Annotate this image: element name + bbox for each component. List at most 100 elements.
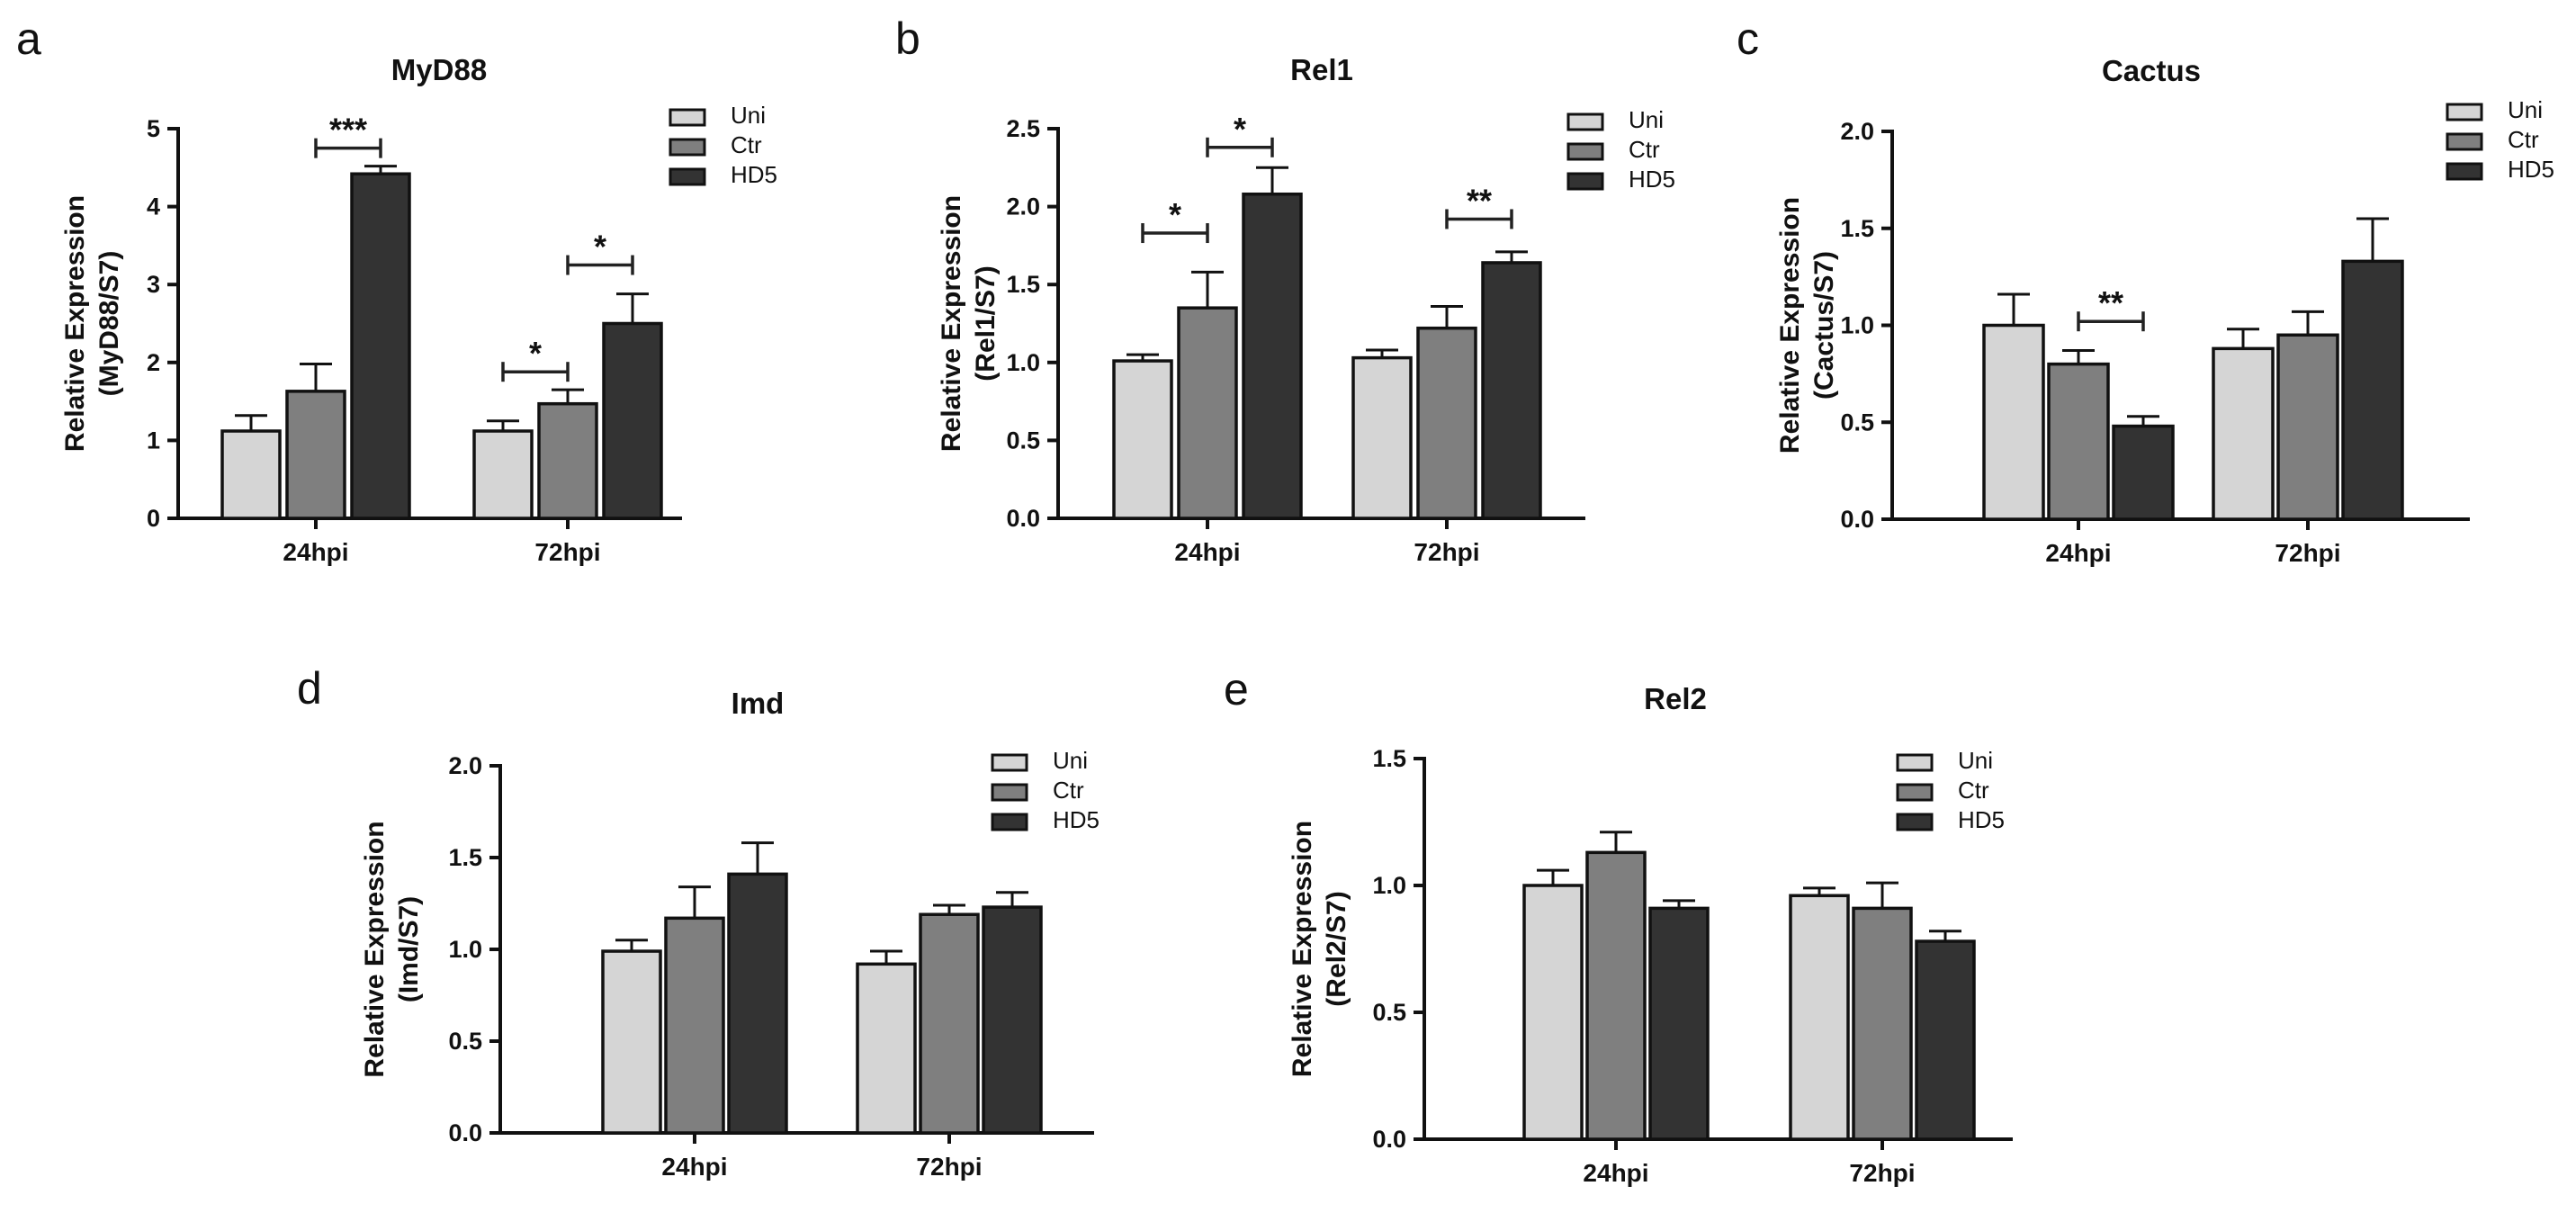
y-tick-label: 2.5 [1006, 115, 1040, 142]
y-tick-label: 2.0 [1006, 193, 1040, 220]
bar-uni-24hpi [220, 429, 282, 520]
bar-hd5-72hpi [2341, 259, 2404, 521]
legend-swatch-ctr [2446, 132, 2483, 151]
y-tick-label: 0.0 [1372, 1126, 1406, 1153]
bar-uni-24hpi [1522, 884, 1584, 1141]
y-tick-label: 0.0 [448, 1119, 482, 1146]
x-tick-label: 24hpi [1174, 538, 1240, 566]
y-axis-label: Relative Expression (Rel1/S7) [937, 195, 1001, 452]
y-axis-label-line: Relative Expression [1288, 821, 1317, 1077]
legend-label: HD5 [731, 161, 777, 188]
x-tick-label: 72hpi [534, 538, 600, 566]
y-axis-label-line: Relative Expression [1775, 197, 1805, 454]
panel-letter: a [16, 13, 41, 64]
bar-uni-72hpi [2212, 346, 2275, 521]
bar-ctr-72hpi [1852, 906, 1913, 1141]
chart-panel-b: b Rel1 Relative Expression (Rel1/S7) 0.0 0.5 1… [895, 13, 1675, 566]
legend-swatch-ctr [991, 783, 1028, 802]
legend-swatch-uni [2446, 103, 2483, 121]
legend-label: Uni [731, 102, 766, 129]
y-tick-label: 0.5 [1840, 409, 1874, 436]
legend-swatch-hd5 [1566, 172, 1604, 191]
y-tick-label: 0.0 [1006, 505, 1040, 532]
chart-title: Imd [732, 687, 785, 720]
y-axis-label-line: (Rel2/S7) [1322, 891, 1351, 1006]
legend-swatch-uni [991, 753, 1028, 772]
y-tick-label: 0.5 [448, 1028, 482, 1055]
chart-title: Rel2 [1644, 682, 1707, 715]
x-tick-label: 24hpi [661, 1153, 727, 1181]
legend-label: Ctr [1053, 777, 1084, 804]
bar-ctr-72hpi [1416, 326, 1477, 520]
y-tick-label: 1.0 [1006, 349, 1040, 376]
y-axis-label-line: (Imd/S7) [394, 896, 424, 1002]
legend-swatch-uni [669, 108, 706, 127]
significance-label: *** [329, 112, 367, 148]
bar-hd5-24hpi [350, 172, 411, 520]
y-tick-label: 3 [147, 271, 160, 298]
legend-label: HD5 [1629, 166, 1675, 193]
y-tick-label: 1.0 [448, 936, 482, 963]
y-axis-label: Relative Expression (Imd/S7) [360, 821, 424, 1077]
panel-letter: d [297, 663, 322, 714]
bar-ctr-24hpi [1177, 306, 1238, 520]
bar-ctr-72hpi [537, 401, 598, 520]
bar-uni-24hpi [1982, 323, 2045, 521]
significance-label: * [594, 229, 606, 265]
chart-title: Cactus [2102, 54, 2201, 87]
panel-letter: e [1224, 664, 1249, 714]
bar-ctr-24hpi [2047, 362, 2110, 521]
bar-uni-24hpi [601, 949, 662, 1135]
legend-label: Ctr [1629, 136, 1660, 163]
bar-uni-72hpi [472, 429, 534, 520]
significance-label: * [1234, 111, 1246, 148]
significance-label: ** [2098, 284, 2123, 321]
y-tick-label: 4 [147, 193, 160, 220]
significance-label: * [529, 335, 542, 372]
bar-hd5-72hpi [602, 321, 663, 520]
bar-hd5-72hpi [1481, 261, 1542, 520]
bar-uni-24hpi [1112, 359, 1173, 520]
x-tick-label: 24hpi [2045, 539, 2111, 567]
legend-label: Ctr [2508, 126, 2539, 153]
panel-letter: b [895, 13, 920, 64]
y-tick-label: 0.0 [1840, 506, 1874, 533]
bar-ctr-72hpi [919, 912, 980, 1135]
y-tick-label: 1.5 [1372, 745, 1406, 772]
bar-uni-72hpi [1789, 894, 1850, 1141]
x-tick-label: 72hpi [2275, 539, 2340, 567]
chart-panel-e: e Rel2 Relative Expression (Rel2/S7) 0.0 0.5 1… [1224, 664, 2013, 1187]
legend-label: Ctr [731, 131, 762, 158]
y-axis-label-line: Relative Expression [60, 195, 90, 452]
y-axis-label-line: (MyD88/S7) [94, 251, 124, 397]
bar-hd5-72hpi [982, 905, 1043, 1135]
bar-hd5-24hpi [727, 872, 788, 1135]
bar-ctr-72hpi [2276, 333, 2339, 521]
legend-label: Uni [2508, 96, 2543, 123]
y-axis-label: Relative Expression (Rel2/S7) [1288, 821, 1351, 1077]
bar-hd5-24hpi [1648, 906, 1710, 1141]
legend-label: HD5 [2508, 156, 2554, 183]
chart-panel-a: a MyD88 Relative Expression (MyD88/S7) 0 1 2 3 4… [16, 13, 777, 566]
legend-label: Uni [1629, 106, 1664, 133]
bar-hd5-72hpi [1915, 939, 1976, 1141]
legend-label: HD5 [1053, 806, 1100, 833]
y-tick-label: 2.0 [1840, 118, 1874, 145]
legend-swatch-hd5 [669, 167, 706, 186]
legend-swatch-hd5 [2446, 162, 2483, 181]
y-axis-label: Relative Expression (Cactus/S7) [1775, 197, 1839, 454]
y-tick-label: 0.5 [1006, 427, 1040, 454]
y-tick-label: 0 [147, 505, 160, 532]
legend-label: Uni [1958, 747, 1993, 774]
bar-uni-72hpi [856, 962, 917, 1135]
y-tick-label: 0.5 [1372, 999, 1406, 1026]
y-tick-label: 1.0 [1840, 312, 1874, 339]
x-tick-label: 72hpi [1414, 538, 1479, 566]
x-tick-label: 72hpi [1849, 1159, 1915, 1187]
y-axis-label-line: Relative Expression [937, 195, 966, 452]
bar-hd5-24hpi [2112, 424, 2175, 521]
y-tick-label: 2 [147, 349, 160, 376]
legend-label: Uni [1053, 747, 1088, 774]
legend-label: HD5 [1958, 806, 2005, 833]
